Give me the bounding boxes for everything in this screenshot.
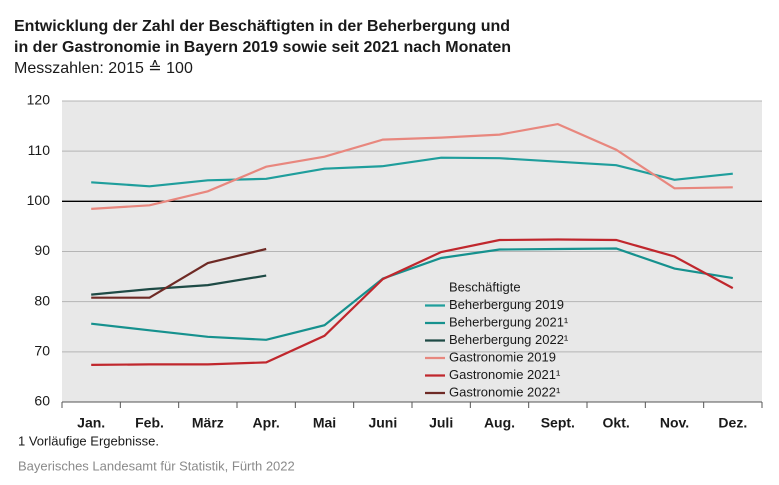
legend-label: Beherbergung 2021¹ [449, 314, 569, 329]
legend-label: Gastronomie 2019 [449, 349, 556, 364]
legend-label: Beherbergung 2022¹ [449, 332, 569, 347]
y-tick-label: 120 [27, 92, 51, 108]
x-tick-label: Mai [313, 415, 336, 431]
legend-label: Gastronomie 2022¹ [449, 384, 561, 399]
chart-title: in der Gastronomie in Bayern 2019 sowie … [14, 39, 511, 56]
x-tick-label: März [192, 415, 224, 431]
legend-title: Beschäftigte [449, 279, 521, 294]
x-tick-label: Aug. [484, 415, 515, 431]
x-tick-label: Feb. [135, 415, 164, 431]
y-tick-label: 80 [34, 292, 50, 308]
x-tick-label: Sept. [541, 415, 575, 431]
chart-title: Entwicklung der Zahl der Beschäftigten i… [14, 18, 510, 35]
x-tick-label: Jan. [77, 415, 105, 431]
y-tick-label: 90 [34, 242, 50, 258]
chart-subtitle: Messzahlen: 2015 ≙ 100 [14, 60, 193, 77]
x-tick-label: Juli [429, 415, 453, 431]
x-tick-label: Okt. [603, 415, 630, 431]
y-tick-label: 70 [34, 343, 50, 359]
source: Bayerisches Landesamt für Statistik, Für… [18, 458, 295, 473]
series-line [91, 238, 734, 366]
x-tick-label: Nov. [660, 415, 689, 431]
series-line [91, 247, 267, 299]
series-line [91, 122, 733, 210]
legend-label: Beherbergung 2019 [449, 297, 564, 312]
footnote: 1 Vorläufige Ergebnisse. [18, 433, 159, 448]
x-tick-label: Apr. [253, 415, 280, 431]
series-line [91, 156, 733, 188]
y-tick-label: 100 [27, 192, 51, 208]
y-tick-label: 110 [28, 142, 51, 158]
x-tick-label: Dez. [718, 415, 747, 431]
y-tick-label: 60 [34, 393, 50, 409]
series-line [91, 247, 733, 341]
x-tick-label: Juni [368, 415, 397, 431]
series-line [91, 274, 267, 296]
legend-label: Gastronomie 2021¹ [449, 367, 561, 382]
